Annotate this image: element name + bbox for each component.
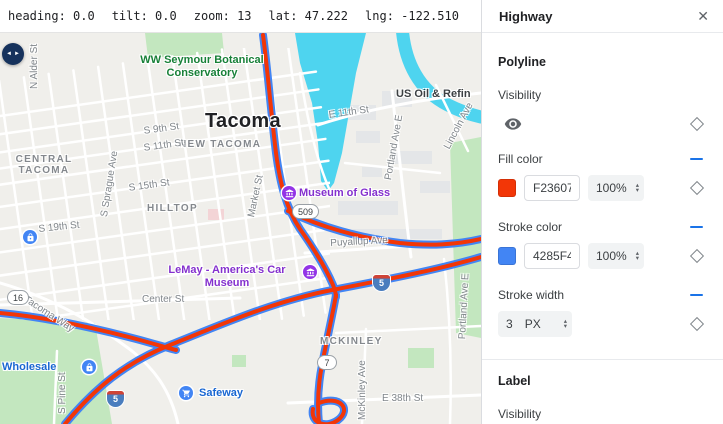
- stroke-width-field[interactable]: 3 PX ▴ ▾: [498, 311, 572, 337]
- stepper-up-icon[interactable]: ▴: [635, 181, 639, 189]
- lng-readout: lng: -122.510: [365, 9, 459, 23]
- fill-color-hex-input[interactable]: [524, 175, 580, 201]
- stepper-down-icon[interactable]: ▾: [563, 323, 567, 330]
- pan-right-icon: ►: [14, 51, 20, 57]
- route-shield-509: 509: [292, 204, 320, 219]
- fill-color-swatch[interactable]: [498, 179, 516, 197]
- pan-left-icon: ◄: [6, 51, 12, 57]
- inheritance-diamond-icon[interactable]: [689, 180, 705, 196]
- lock-poi-icon[interactable]: [82, 360, 96, 374]
- stroke-color-hex-input[interactable]: [524, 243, 580, 269]
- lock-poi-icon[interactable]: [23, 230, 37, 244]
- route-shield-7: 7: [317, 355, 337, 370]
- opacity-stepper[interactable]: ▴ ▾: [635, 249, 639, 262]
- stroke-opacity-field[interactable]: 100% ▴ ▾: [588, 243, 644, 269]
- map-canvas: [0, 33, 481, 424]
- map-rotate-control[interactable]: ◄ ►: [2, 43, 24, 65]
- stroke-color-swatch[interactable]: [498, 247, 516, 265]
- zoom-readout: zoom: 13: [193, 9, 252, 23]
- inheritance-diamond-icon[interactable]: [689, 248, 705, 264]
- stepper-up-icon[interactable]: ▴: [635, 249, 639, 257]
- route-shield-16: 16: [7, 290, 30, 305]
- visibility-eye-icon[interactable]: [504, 115, 522, 133]
- inheritance-diamond-icon[interactable]: [689, 316, 705, 332]
- camera-status-bar: heading: 0.0 tilt: 0.0 zoom: 13 lat: 47.…: [0, 0, 481, 33]
- stepper-down-icon[interactable]: ▾: [635, 187, 639, 194]
- style-panel: Highway ✕ Polyline Visibility Fill color: [481, 0, 723, 424]
- stepper-up-icon[interactable]: ▴: [563, 317, 567, 325]
- fill-opacity-field[interactable]: 100% ▴ ▾: [588, 175, 644, 201]
- polyline-section-title: Polyline: [498, 55, 546, 69]
- visibility-label: Visibility: [498, 88, 542, 102]
- stepper-down-icon[interactable]: ▾: [635, 255, 639, 262]
- industrial-blocks: [338, 91, 450, 239]
- panel-body: Polyline Visibility Fill color 100%: [482, 33, 723, 421]
- section-divider: [482, 359, 723, 360]
- shopping-cart-poi-icon[interactable]: [179, 386, 193, 400]
- label-section-title: Label: [498, 374, 531, 388]
- museum-poi-icon[interactable]: [303, 265, 317, 279]
- stroke-width-label: Stroke width: [498, 288, 565, 302]
- label-visibility-label: Visibility: [498, 407, 542, 421]
- close-icon[interactable]: ✕: [697, 8, 709, 24]
- highway-fill-lines: [0, 33, 481, 424]
- width-stepper[interactable]: ▴ ▾: [563, 317, 567, 330]
- stroke-width-value: 3: [506, 317, 513, 331]
- opacity-stepper[interactable]: ▴ ▾: [635, 181, 639, 194]
- interstate-5-shield: 5: [373, 275, 390, 291]
- override-dash-icon: [690, 158, 703, 160]
- fill-opacity-value: 100%: [596, 181, 627, 195]
- stroke-color-label: Stroke color: [498, 220, 563, 234]
- lat-readout: lat: 47.222: [268, 9, 349, 23]
- museum-poi-icon[interactable]: [282, 186, 296, 200]
- inheritance-diamond-icon[interactable]: [689, 116, 705, 132]
- heading-readout: heading: 0.0: [8, 9, 95, 23]
- panel-title: Highway: [499, 8, 553, 24]
- override-dash-icon: [690, 226, 703, 228]
- street-network: [0, 48, 481, 424]
- fill-color-label: Fill color: [498, 152, 543, 166]
- stroke-opacity-value: 100%: [596, 249, 627, 263]
- stroke-width-unit: PX: [524, 317, 541, 331]
- override-dash-icon: [690, 294, 703, 296]
- map-viewport[interactable]: Tacoma NEW TACOMA CENTRAL TACOMA HILLTOP…: [0, 33, 481, 424]
- panel-header: Highway ✕: [482, 0, 723, 33]
- interstate-5-shield: 5: [107, 391, 124, 407]
- tilt-readout: tilt: 0.0: [111, 9, 177, 23]
- hospital-area: [208, 209, 224, 220]
